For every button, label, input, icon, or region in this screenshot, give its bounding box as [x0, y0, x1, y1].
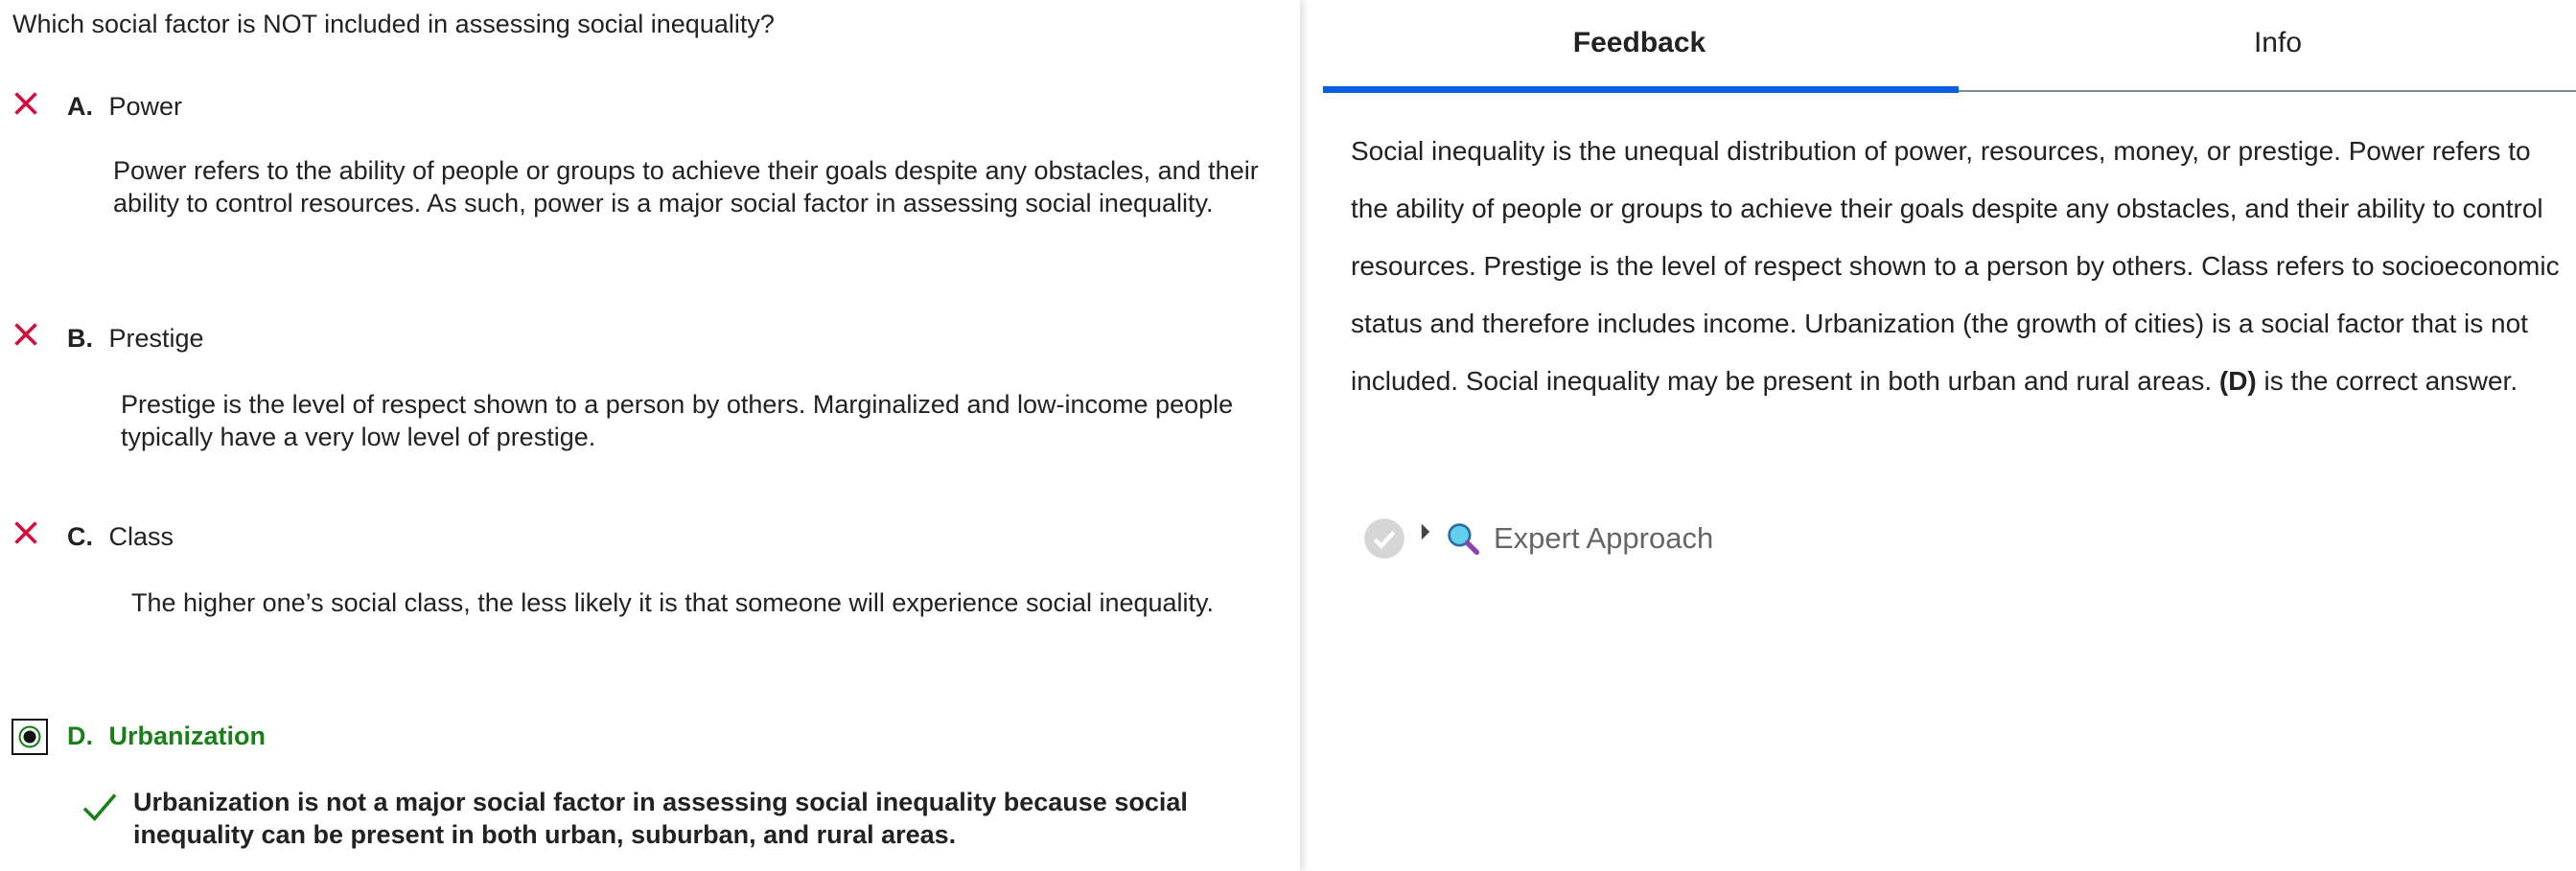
expert-approach-toggle[interactable]: Expert Approach — [1363, 517, 1713, 560]
option-letter: D. — [67, 722, 93, 750]
incorrect-x-icon — [14, 92, 37, 115]
caret-right-icon — [1421, 523, 1430, 540]
tab-divider — [1959, 90, 2576, 92]
question-text: Which social factor is NOT included in a… — [12, 10, 775, 38]
option-letter: B. — [67, 324, 93, 353]
option-label: Urbanization — [108, 722, 266, 750]
tab-info[interactable]: Info — [2253, 27, 2303, 58]
expert-approach-label: Expert Approach — [1494, 521, 1714, 555]
option-label: Class — [108, 522, 174, 551]
correct-check-icon — [82, 793, 117, 822]
active-tab-indicator — [1323, 86, 1959, 93]
feedback-tail: is the correct answer. — [2256, 366, 2518, 396]
incorrect-x-icon — [14, 323, 37, 346]
option-d[interactable]: D. Urbanization — [67, 722, 266, 751]
option-letter: C. — [67, 522, 93, 551]
question-panel: Which social factor is NOT included in a… — [12, 10, 1259, 849]
option-explanation: Urbanization is not a major social facto… — [133, 788, 1188, 849]
option-a[interactable]: A. Power — [67, 92, 182, 122]
answer-letter: (D) — [2218, 366, 2257, 396]
option-letter: A. — [67, 92, 93, 121]
feedback-body: Social inequality is the unequal distrib… — [1351, 136, 2560, 396]
feedback-panel: Feedback Info Social inequality is the u… — [1304, 0, 2576, 871]
feedback-text: Social inequality is the unequal distrib… — [1351, 123, 2568, 410]
option-label: Power — [108, 92, 182, 121]
option-explanation: Power refers to the ability of people or… — [113, 156, 1259, 218]
option-explanation: The higher one’s social class, the less … — [131, 588, 1215, 617]
check-circle-icon — [1364, 518, 1404, 559]
selected-radio[interactable] — [12, 719, 48, 755]
option-label: Prestige — [108, 324, 204, 353]
option-explanation: Prestige is the level of respect shown t… — [121, 390, 1234, 451]
option-c[interactable]: C. Class — [67, 522, 174, 552]
incorrect-x-icon — [14, 521, 37, 544]
radio-selected-icon — [18, 725, 41, 748]
option-b[interactable]: B. Prestige — [67, 324, 204, 354]
tab-feedback[interactable]: Feedback — [1572, 27, 1706, 58]
magnifier-icon — [1448, 523, 1480, 556]
